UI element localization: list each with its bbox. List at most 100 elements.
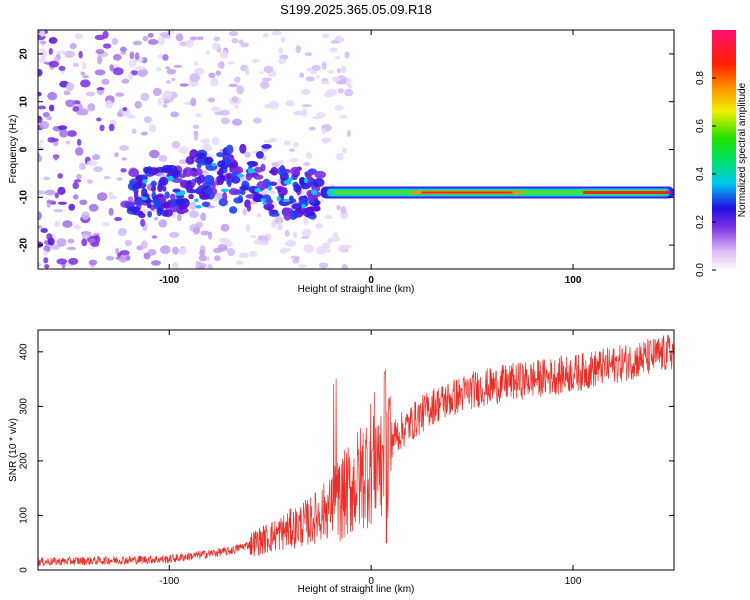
noise-blob xyxy=(321,137,332,143)
noise-blob xyxy=(67,238,75,244)
noise-blob xyxy=(63,90,71,96)
noise-blob xyxy=(169,231,180,238)
noise-blob xyxy=(119,250,130,256)
noise-blob xyxy=(200,230,210,236)
noise-blob xyxy=(81,238,88,247)
noise-blob xyxy=(315,112,326,119)
noise-blob xyxy=(166,68,177,75)
noise-blob xyxy=(38,225,43,229)
signal-blob xyxy=(169,193,176,201)
noise-blob xyxy=(220,117,230,125)
noise-blob xyxy=(269,137,278,142)
noise-blob xyxy=(86,160,98,167)
noise-blob xyxy=(105,255,115,261)
noise-blob xyxy=(105,99,113,109)
signal-blob xyxy=(164,191,170,199)
noise-blob xyxy=(242,208,247,216)
noise-blob xyxy=(284,230,290,238)
signal-blob xyxy=(314,170,326,179)
noise-blob xyxy=(294,110,304,116)
noise-blob xyxy=(48,47,53,55)
signal-blob xyxy=(217,160,226,168)
noise-blob xyxy=(263,65,274,74)
signal-blob xyxy=(216,151,224,158)
noise-blob xyxy=(94,69,106,76)
noise-blob xyxy=(42,111,50,118)
noise-blob xyxy=(260,81,270,90)
noise-blob xyxy=(57,186,66,196)
noise-blob xyxy=(38,91,42,97)
noise-blob xyxy=(319,199,325,203)
colorbar-ticks: 0.0 0.2 0.4 0.6 0.8 xyxy=(695,71,716,277)
noise-blob xyxy=(53,154,59,161)
noise-blob xyxy=(162,90,173,100)
signal-blob xyxy=(163,209,173,218)
noise-blob xyxy=(324,214,333,220)
noise-blob xyxy=(93,166,103,173)
noise-blob xyxy=(38,57,47,63)
noise-blob xyxy=(120,168,127,173)
noise-blob xyxy=(253,239,262,245)
noise-blob xyxy=(38,105,46,110)
noise-blob xyxy=(147,38,159,45)
noise-blob xyxy=(236,85,245,95)
colorbar-label: Normalized spectral amplitude xyxy=(737,82,748,217)
noise-blob xyxy=(53,208,64,213)
noise-blob xyxy=(256,212,262,218)
noise-blob xyxy=(300,187,305,196)
x-tick-label: 0 xyxy=(368,576,374,587)
noise-blob xyxy=(140,92,150,102)
noise-blob xyxy=(69,43,77,50)
hot-spot xyxy=(141,196,148,201)
noise-blob xyxy=(310,70,317,75)
noise-blob xyxy=(269,100,279,110)
noise-blob xyxy=(115,92,125,97)
signal-blob xyxy=(307,172,312,182)
noise-blob xyxy=(211,42,221,51)
noise-blob xyxy=(85,91,96,97)
noise-blob xyxy=(264,103,272,109)
tone-band-core xyxy=(421,191,513,194)
noise-blob xyxy=(39,40,47,45)
noise-blob xyxy=(115,247,120,255)
noise-blob xyxy=(175,33,184,42)
noise-blob xyxy=(86,179,93,184)
noise-blob xyxy=(57,173,63,179)
spectrogram-x-label: Height of straight line (km) xyxy=(298,284,415,295)
noise-blob xyxy=(190,97,197,107)
signal-blob xyxy=(199,194,210,200)
noise-blob xyxy=(315,74,320,79)
noise-blob xyxy=(81,211,90,220)
signal-blob xyxy=(196,152,206,159)
signal-blob xyxy=(268,169,277,174)
noise-blob xyxy=(262,156,267,161)
noise-blob xyxy=(173,64,183,68)
noise-blob xyxy=(178,247,187,256)
noise-blob xyxy=(67,130,77,137)
noise-blob xyxy=(337,88,344,94)
x-tick-label: 0 xyxy=(368,275,374,286)
noise-blob xyxy=(231,118,243,126)
noise-blob xyxy=(344,51,350,59)
noise-blob xyxy=(47,237,55,246)
signal-blob xyxy=(188,193,194,200)
hot-spot xyxy=(276,196,281,202)
noise-blob xyxy=(228,31,239,37)
noise-blob xyxy=(340,65,347,74)
signal-blob xyxy=(147,210,152,218)
noise-blob xyxy=(95,49,105,55)
noise-blob xyxy=(303,161,310,167)
noise-blob xyxy=(304,52,313,57)
noise-blob xyxy=(111,37,119,45)
noise-blob xyxy=(114,216,123,222)
noise-blob xyxy=(178,146,189,155)
hot-spot xyxy=(262,201,267,205)
noise-blob xyxy=(189,201,197,211)
noise-blob xyxy=(306,67,313,72)
signal-blob xyxy=(151,198,161,205)
signal-blob xyxy=(128,206,141,212)
noise-blob xyxy=(59,129,69,138)
signal-blob xyxy=(239,143,247,154)
signal-blob xyxy=(280,187,288,196)
